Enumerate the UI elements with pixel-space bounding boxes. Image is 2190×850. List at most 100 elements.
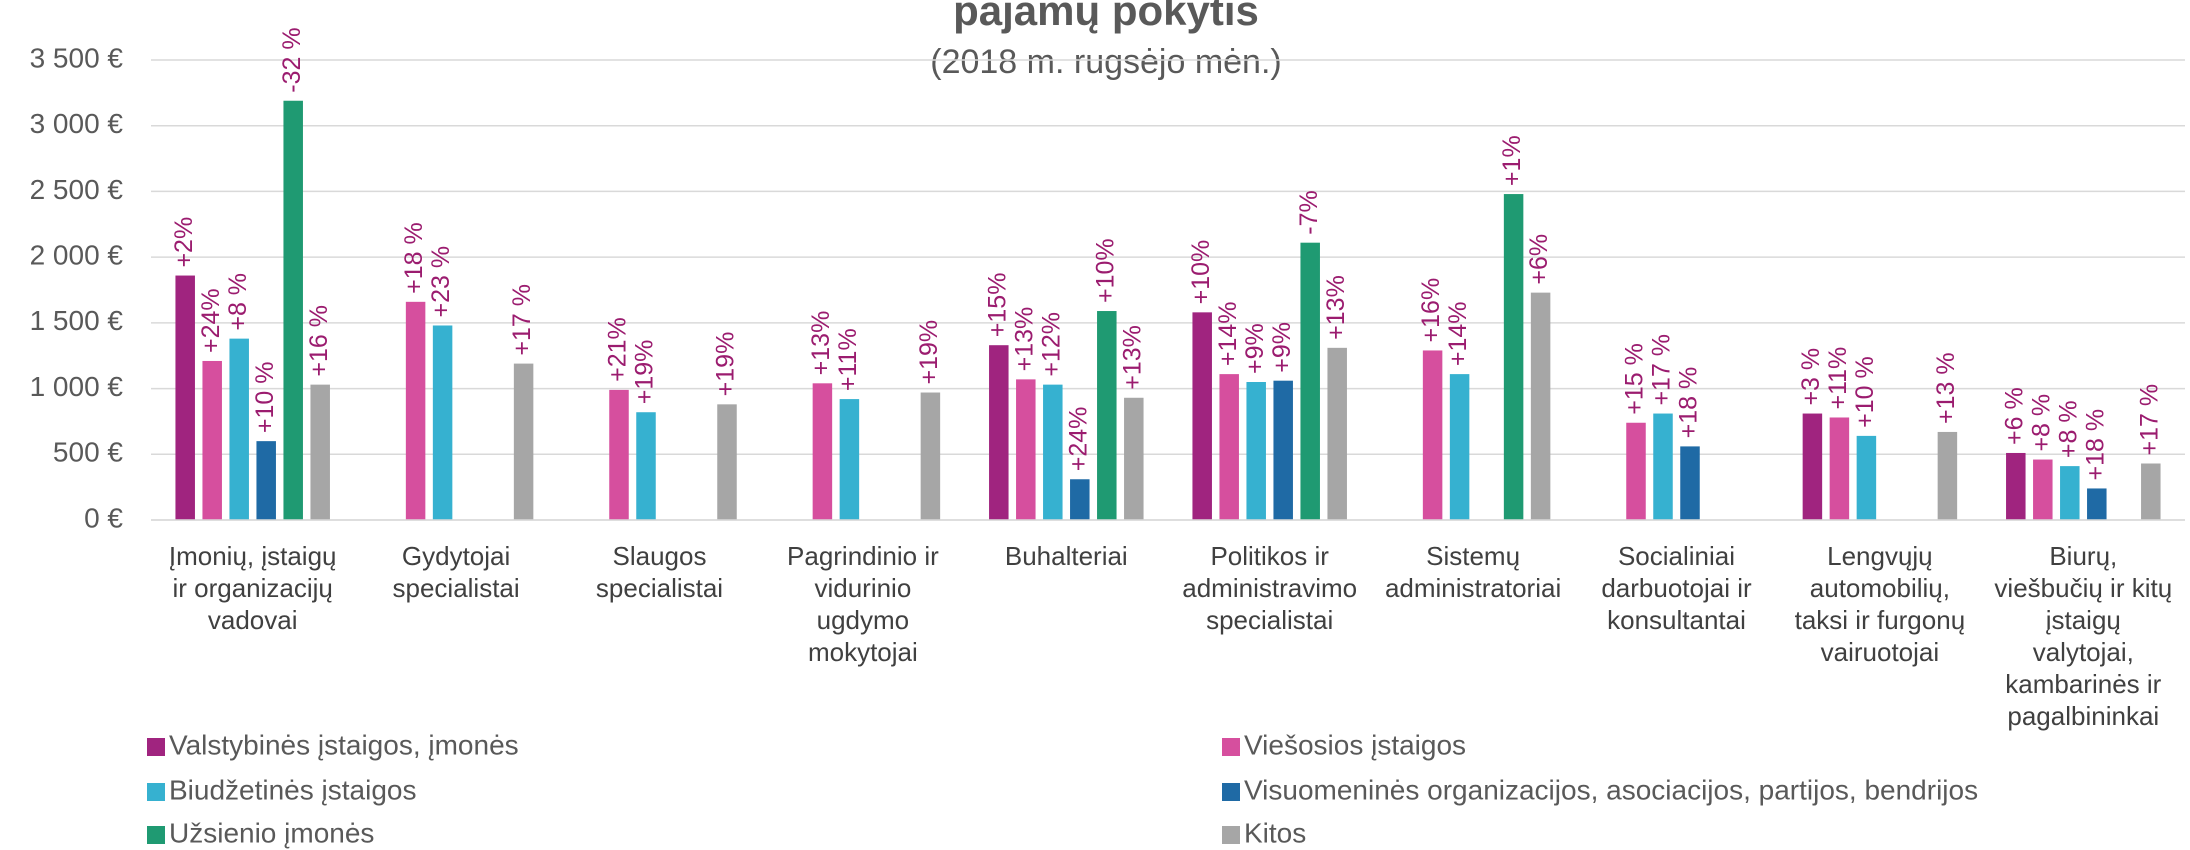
legend-swatch — [147, 783, 165, 801]
bar — [1246, 382, 1266, 520]
bar — [283, 100, 303, 520]
y-tick-label: 3 500 € — [30, 42, 124, 73]
bar — [1626, 422, 1646, 520]
legend-label: Kitos — [1244, 817, 1306, 848]
bar — [920, 392, 941, 520]
data-label: -7% — [1295, 190, 1323, 234]
bar — [256, 441, 276, 520]
data-label: +10% — [1091, 238, 1119, 303]
data-label: +13 % — [1932, 352, 1960, 424]
data-label: +13% — [1010, 307, 1038, 372]
legend-swatch — [1222, 826, 1240, 844]
data-label: +18 % — [400, 222, 428, 294]
bar — [229, 338, 249, 520]
x-tick-label: Pagrindinio ir vidurinio ugdymo mokytoja… — [787, 541, 939, 667]
data-label: +17 % — [1648, 334, 1676, 406]
data-label: +19% — [712, 332, 740, 397]
data-label: +13% — [807, 311, 835, 376]
bar — [175, 275, 195, 520]
data-label: +16% — [1417, 278, 1445, 343]
data-label: +24% — [197, 288, 225, 353]
x-tick-label: Buhalteriai — [1004, 541, 1128, 571]
legend-label: Užsienio įmonės — [169, 817, 374, 848]
data-label: +21% — [604, 317, 632, 382]
data-label: +15% — [983, 273, 1011, 338]
bar — [812, 383, 833, 520]
data-label: +17 % — [2135, 384, 2163, 456]
y-tick-label: 500 € — [53, 437, 123, 468]
x-tick-label: Socialiniai darbuotojai ir konsultantai — [1601, 541, 1752, 635]
data-label: +8 % — [2027, 394, 2055, 452]
bar — [1802, 413, 1823, 520]
legend-swatch — [1222, 738, 1240, 756]
bar — [609, 389, 629, 520]
data-label: +6% — [1525, 234, 1553, 285]
data-label: -32 % — [278, 27, 306, 92]
bar — [2141, 463, 2161, 520]
data-label: +8 % — [2054, 400, 2082, 458]
bar — [1016, 379, 1036, 520]
bar — [2060, 466, 2080, 520]
y-tick-label: 1 000 € — [30, 371, 124, 402]
bar — [202, 360, 222, 520]
x-tick-label: Politikos ir administravimo specialistai — [1182, 541, 1358, 635]
legend-label: Viešosios įstaigos — [1244, 729, 1466, 760]
data-label: +2% — [170, 217, 198, 268]
legend-label: Visuomeninės organizacijos, asociacijos,… — [1244, 774, 1978, 805]
data-label: +18 % — [2081, 409, 2109, 481]
bar — [1680, 446, 1700, 520]
legend-label: Biudžetinės įstaigos — [169, 774, 416, 805]
bar — [2006, 452, 2026, 520]
bar — [2087, 488, 2107, 520]
data-label: +11% — [1824, 347, 1852, 410]
data-label: +10 % — [1851, 356, 1879, 428]
data-label: +9% — [1241, 323, 1269, 374]
legend-swatch — [147, 738, 165, 756]
data-label: +24% — [1064, 407, 1092, 472]
bar — [1043, 384, 1063, 520]
data-label: +15 % — [1621, 343, 1649, 415]
x-tick-label: Biurų, viešbučių ir kitų įstaigų valytoj… — [1994, 541, 2173, 731]
data-label: +19% — [915, 320, 943, 385]
bar — [1856, 435, 1877, 520]
y-tick-label: 0 € — [84, 502, 123, 533]
legend-swatch — [147, 826, 165, 844]
bar — [310, 384, 330, 520]
bar — [1422, 350, 1443, 520]
x-tick-label: Sistemų administratoriai — [1384, 541, 1562, 603]
bar — [1219, 374, 1239, 520]
data-label: +13% — [1118, 325, 1146, 390]
bar — [1300, 242, 1320, 520]
data-label: +13% — [1322, 275, 1350, 340]
bar — [432, 325, 453, 520]
y-tick-label: 3 000 € — [30, 108, 124, 139]
bar — [839, 399, 860, 520]
bar — [1530, 292, 1551, 520]
bar — [1070, 479, 1090, 520]
y-tick-label: 2 500 € — [30, 174, 124, 205]
x-tick-label: Įmonių, įstaigų ir organizacijų vadovai — [168, 541, 337, 635]
bar — [405, 301, 426, 520]
bar — [1124, 397, 1144, 520]
data-label: +16 % — [305, 305, 333, 377]
bar — [717, 404, 737, 520]
data-label: +8 % — [224, 273, 252, 331]
data-label: +18 % — [1675, 367, 1703, 439]
data-label: +14% — [1444, 301, 1472, 366]
y-tick-label: 1 500 € — [30, 305, 124, 336]
bar — [1097, 311, 1117, 520]
bar — [1829, 417, 1850, 520]
data-label: +14% — [1214, 301, 1242, 366]
bar — [1273, 380, 1293, 520]
bar — [1192, 312, 1212, 520]
data-label: +1% — [1498, 135, 1526, 186]
data-label: +12% — [1037, 312, 1065, 377]
bar — [1937, 431, 1958, 520]
data-label: +11% — [834, 328, 862, 391]
legend-swatch — [1222, 783, 1240, 801]
data-label: +10% — [1187, 240, 1215, 305]
bar — [2033, 459, 2053, 520]
x-tick-label: Lengvųjų automobilių, taksi ir furgonų v… — [1794, 541, 1966, 667]
